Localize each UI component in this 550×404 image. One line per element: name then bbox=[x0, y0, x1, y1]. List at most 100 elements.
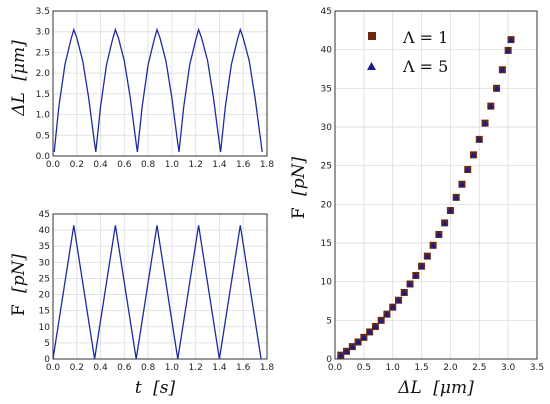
axes bbox=[334, 10, 538, 360]
scatter-point-triangle bbox=[482, 120, 489, 126]
x-tick-label: 0.0 bbox=[328, 363, 343, 373]
y-tick-label: 30 bbox=[39, 258, 51, 268]
x-tick-label: 0.2 bbox=[70, 160, 84, 170]
scatter-point-triangle bbox=[366, 328, 373, 335]
x-axis-label: ΔL [μm] bbox=[397, 378, 474, 398]
x-axis-label-unit: [μm] bbox=[433, 378, 474, 398]
legend-marker-triangle bbox=[367, 62, 376, 70]
x-tick-label: 1.4 bbox=[212, 363, 227, 373]
y-tick-label: 45 bbox=[321, 7, 332, 17]
scatter-point-triangle bbox=[360, 334, 367, 340]
y-tick-label: 1.5 bbox=[36, 90, 50, 100]
axes bbox=[52, 10, 268, 157]
scatter-point-triangle bbox=[508, 36, 515, 43]
y-tick-label: 20 bbox=[321, 200, 333, 210]
x-tick-label: 1.0 bbox=[165, 160, 180, 170]
x-tick-label: 0.8 bbox=[141, 160, 156, 170]
y-tick-label: 35 bbox=[321, 84, 332, 94]
x-tick-label: 1.2 bbox=[189, 160, 203, 170]
y-tick-label: 0 bbox=[326, 355, 332, 365]
tick-labels: 0.0 0.5 1.0 1.5 2.0 2.5 3.0 3.5 0 5 10 15 20 25 30 35 40… bbox=[321, 7, 545, 373]
y-tick-label: 5 bbox=[326, 316, 332, 326]
y-tick-label: 35 bbox=[39, 242, 50, 252]
scatter-point-triangle bbox=[383, 311, 390, 317]
series-line bbox=[53, 27, 263, 152]
scatter-point-triangle bbox=[487, 103, 494, 109]
x-tick-label: 3.5 bbox=[530, 363, 544, 373]
scatter-point-triangle bbox=[343, 348, 350, 354]
scatter-point-triangle bbox=[349, 343, 356, 350]
y-axis-label-unit: [pN] bbox=[9, 254, 29, 293]
x-tick-label: 3.0 bbox=[501, 363, 516, 373]
scatter-point-triangle bbox=[401, 289, 408, 295]
scatter-point-triangle bbox=[395, 297, 402, 303]
scatter-point-triangle bbox=[447, 207, 454, 214]
y-tick-label: 10 bbox=[39, 323, 51, 333]
axes bbox=[52, 213, 268, 360]
x-tick-label: 1.5 bbox=[414, 363, 428, 373]
y-axis-label: F [pN] bbox=[289, 157, 309, 220]
scatter-point-triangle bbox=[355, 338, 362, 345]
x-tick-label: 1.8 bbox=[260, 160, 275, 170]
y-tick-label: 1.0 bbox=[36, 111, 51, 121]
y-tick-label: 25 bbox=[39, 274, 50, 284]
x-tick-label: 0.6 bbox=[117, 160, 132, 170]
scatter-point-triangle bbox=[372, 323, 379, 330]
x-tick-label: 1.4 bbox=[212, 160, 227, 170]
x-tick-label: 0.4 bbox=[93, 160, 108, 170]
y-tick-label: 0.0 bbox=[36, 152, 51, 162]
scatter-point-triangle bbox=[453, 194, 460, 200]
x-tick-label: 0.8 bbox=[141, 363, 156, 373]
scatter-point-triangle bbox=[378, 317, 385, 323]
plot-area bbox=[337, 36, 515, 359]
y-tick-label: 45 bbox=[39, 210, 50, 220]
scatter-point-triangle bbox=[424, 253, 431, 259]
y-tick-label: 10 bbox=[321, 278, 333, 288]
y-tick-label: 40 bbox=[321, 46, 333, 56]
scatter-point-triangle bbox=[407, 280, 414, 287]
y-tick-label: 2.0 bbox=[36, 69, 51, 79]
y-axis-label-main: F bbox=[9, 304, 29, 316]
scatter-point-triangle bbox=[505, 47, 512, 53]
legend-label-lambda-5: Λ = 5 bbox=[402, 57, 448, 76]
x-tick-label: 1.6 bbox=[236, 363, 251, 373]
x-tick-label: 0.5 bbox=[357, 363, 371, 373]
scatter-point-triangle bbox=[476, 136, 483, 142]
y-tick-label: 5 bbox=[44, 339, 50, 349]
panel-deltaL-vs-time: 0.0 0.2 0.4 0.6 0.8 1.0 1.2 1.4 1.6 1.8 0.0 0.5 1.0 1… bbox=[9, 7, 274, 170]
scatter-point-triangle bbox=[389, 304, 396, 310]
y-tick-label: 25 bbox=[321, 162, 332, 172]
panel-force-vs-deltaL: 0.0 0.5 1.0 1.5 2.0 2.5 3.0 3.5 0 5 10 15 20 25 30 35 40… bbox=[289, 7, 544, 398]
scatter-point-triangle bbox=[430, 242, 437, 248]
scatter-point-triangle bbox=[412, 272, 419, 278]
scatter-point-triangle bbox=[499, 66, 506, 73]
y-axis-label-unit: [pN] bbox=[289, 157, 309, 196]
x-tick-label: 1.6 bbox=[236, 160, 251, 170]
y-tick-label: 3.0 bbox=[36, 28, 51, 38]
plot-area bbox=[53, 27, 263, 152]
scatter-point-triangle bbox=[464, 166, 471, 173]
tick-labels: 0.0 0.2 0.4 0.6 0.8 1.0 1.2 1.4 1.6 1.8 0.0 0.5 1.0 1… bbox=[36, 7, 275, 170]
x-axis-label-main: ΔL bbox=[397, 378, 422, 398]
legend-label-lambda-1: Λ = 1 bbox=[402, 28, 448, 47]
legend: Λ = 1 Λ = 5 bbox=[367, 28, 448, 76]
grid-lines bbox=[52, 10, 268, 157]
axes-frame bbox=[334, 10, 538, 360]
scatter-point-triangle bbox=[458, 181, 465, 187]
x-tick-label: 1.8 bbox=[260, 363, 275, 373]
x-axis-label-unit: [s] bbox=[153, 378, 175, 398]
series-line bbox=[52, 225, 262, 360]
x-tick-label: 0.6 bbox=[117, 363, 132, 373]
y-axis-label-main: F bbox=[289, 207, 309, 219]
legend-marker-square bbox=[368, 32, 376, 40]
x-tick-label: 2.0 bbox=[443, 363, 458, 373]
x-tick-label: 1.0 bbox=[165, 363, 180, 373]
x-tick-label: 2.5 bbox=[472, 363, 486, 373]
y-tick-label: 0 bbox=[44, 355, 50, 365]
x-tick-label: 0.4 bbox=[93, 363, 108, 373]
y-tick-label: 20 bbox=[39, 291, 51, 301]
y-tick-label: 15 bbox=[39, 307, 50, 317]
x-tick-label: 1.2 bbox=[189, 363, 203, 373]
